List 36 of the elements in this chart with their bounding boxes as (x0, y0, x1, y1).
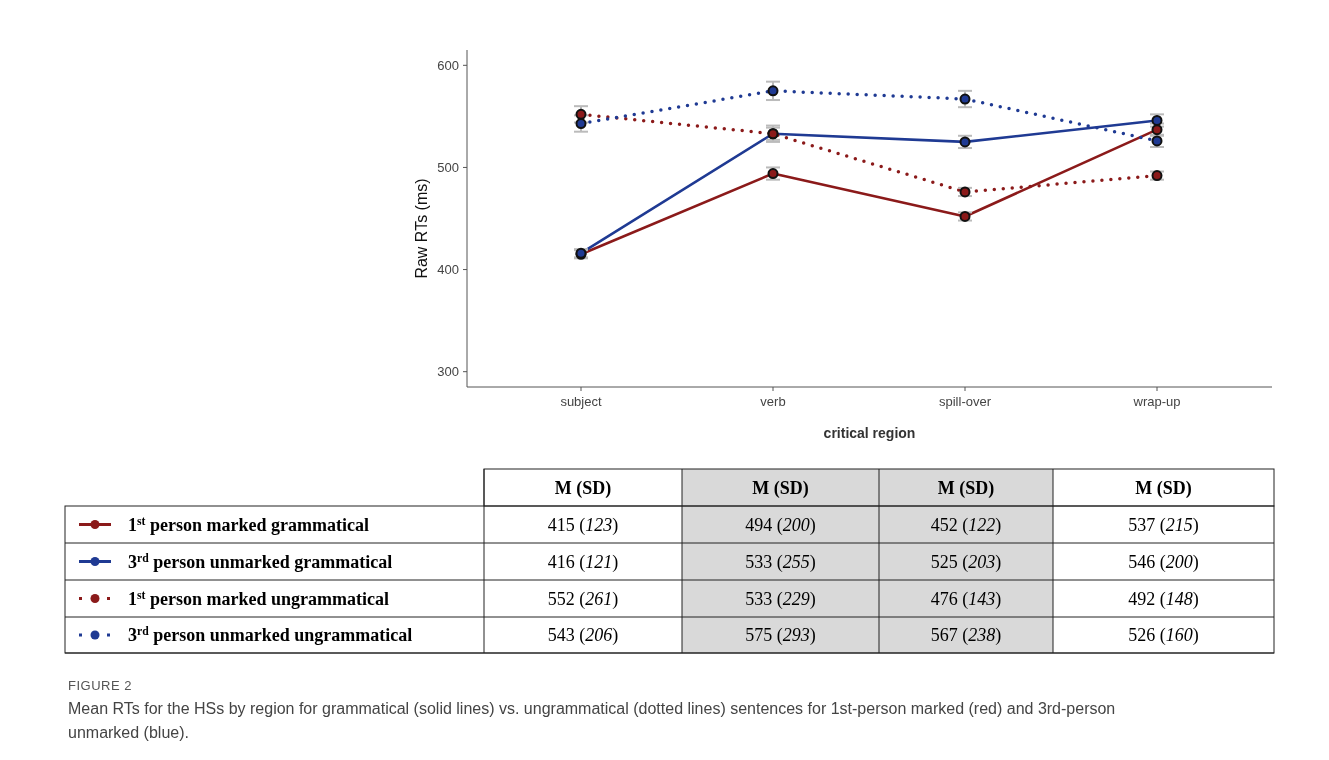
text: Mean RTs for the HSs by region for grammatical (solid lines) vs. ungrammatical (dotted lines) sentences for 1st-person marked (red) and 3rd-person unmarked (blue). (68, 700, 1116, 741)
data-label: 492 (148) (1128, 588, 1199, 610)
text: M (SD) (937, 477, 995, 499)
data-label: 526 (160) (1128, 625, 1199, 647)
legend-label: 1$^{st}$ person marked ungrammatical (128, 588, 389, 609)
data-label: 533 (255) (745, 551, 816, 573)
x-tick-label: wrap-up (1132, 394, 1181, 409)
x-tick-label: spill-over (938, 394, 992, 409)
data-label: 525 (203) (930, 551, 1002, 573)
data-label: 546 (200) (1128, 551, 1199, 573)
x-axis-title: critical region (823, 425, 916, 441)
legend-label: 1$^{st}$ person marked grammatical (128, 514, 369, 535)
text: M (SD) (554, 477, 612, 499)
x-tick-label: verb (760, 394, 786, 409)
y-tick-label: 300 (437, 364, 459, 380)
y-tick-label: 500 (437, 159, 459, 175)
y-tick-label: 400 (437, 262, 459, 278)
data-label: 575 (293) (745, 625, 816, 647)
data-label: 415 (123) (547, 514, 619, 536)
caption: FIGURE 2 (68, 678, 132, 693)
x-tick-label: subject (560, 394, 602, 409)
data-label: 494 (200) (745, 514, 816, 536)
text: M (SD) (1135, 477, 1192, 499)
text: M (SD) (752, 477, 809, 499)
y-axis-title: Raw RTs (ms) (413, 178, 430, 279)
data-label: 476 (143) (930, 588, 1002, 610)
data-label: 567 (238) (930, 625, 1002, 647)
legend-label: 3$^{rd}$ person unmarked ungrammatical (128, 624, 413, 646)
data-label: 533 (229) (745, 588, 816, 610)
data-label: 416 (121) (547, 551, 619, 573)
legend-label: 3$^{rd}$ person unmarked grammatical (128, 551, 393, 572)
data-label: 543 (206) (547, 625, 619, 647)
data-label: 452 (122) (930, 514, 1002, 536)
data-label: 552 (261) (547, 588, 619, 610)
y-tick-label: 600 (437, 57, 459, 73)
data-label: 537 (215) (1128, 514, 1199, 536)
